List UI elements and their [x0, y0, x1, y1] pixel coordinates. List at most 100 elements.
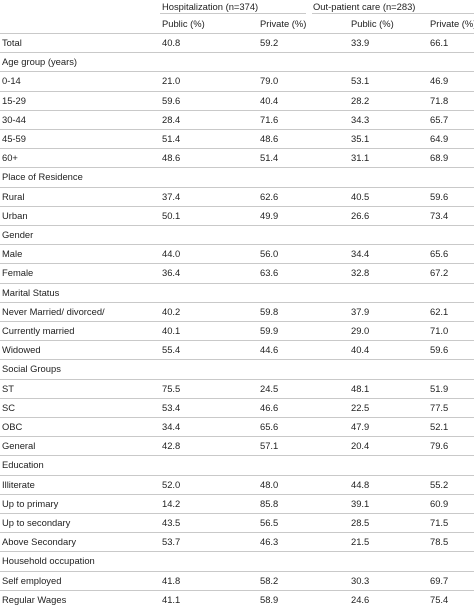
header-public-opd: Public (%): [351, 18, 394, 29]
public-hosp-value: 42.8: [162, 440, 181, 452]
public-hosp-value: 14.2: [162, 497, 181, 509]
table-row: Never Married/ divorced/40.2 59.8 37.9 62.1: [0, 301, 474, 321]
private-hosp-value: 58.2: [260, 574, 279, 586]
public-opd-value: 37.9: [351, 305, 370, 317]
header-hospitalization: Hospitalization (n=374): [162, 1, 259, 12]
row-label: Up to secondary: [2, 517, 71, 528]
private-hosp-value: 46.6: [260, 401, 279, 413]
row-label: Never Married/ divorced/: [2, 305, 105, 317]
public-opd-value: 26.6: [351, 209, 370, 221]
table-row: Currently married 40.1 59.9 29.0 71.0: [0, 321, 474, 340]
private-hosp-value: 46.3: [260, 536, 279, 548]
table-row: General 42.8 57.1 20.4 79.6: [0, 436, 474, 455]
row-label: SC: [2, 401, 16, 413]
private-hosp-value: 40.4: [260, 94, 279, 106]
public-hosp-value: 21.0: [162, 75, 181, 87]
section-row: Education: [0, 455, 474, 474]
public-opd-value: 28.5: [351, 517, 370, 528]
public-hosp-value: 40.8: [162, 37, 181, 48]
public-hosp-value: 40.2: [162, 305, 181, 317]
header-group-row: Hospitalization (n=374) Out-patient care…: [0, 0, 474, 14]
public-hosp-value: 48.6: [162, 152, 181, 164]
section-label: Education: [2, 459, 44, 471]
public-hosp-value: 34.4: [162, 421, 181, 432]
public-opd-value: 31.1: [351, 152, 370, 164]
row-label: ST: [2, 382, 14, 394]
private-opd-value: 59.6: [430, 344, 449, 356]
public-opd-value: 48.1: [351, 382, 370, 394]
public-hosp-value: 41.8: [162, 574, 181, 586]
private-opd-value: 71.5: [430, 517, 449, 528]
section-row: Marital Status: [0, 282, 474, 302]
public-hosp-value: 53.4: [162, 401, 181, 413]
table-row: Total 40.8 59.2 33.9 66.1: [0, 33, 474, 52]
table-row: SC 53.4 46.6 22.5 77.5: [0, 397, 474, 417]
table-row: Widowed 55.4 44.6 40.4 59.6: [0, 340, 474, 359]
row-label: Above Secondary: [2, 536, 77, 548]
row-label: 45-59: [2, 133, 26, 144]
public-hosp-value: 36.4: [162, 267, 181, 279]
private-opd-value: 55.2: [430, 478, 449, 490]
private-opd-value: 71.8: [430, 94, 449, 106]
private-opd-value: 46.9: [430, 75, 449, 87]
table-row: 0-14 21.0 79.0 53.1 46.9: [0, 71, 474, 90]
public-opd-value: 53.1: [351, 75, 370, 87]
section-label: Household occupation: [2, 555, 95, 567]
private-hosp-value: 79.0: [260, 75, 279, 87]
private-hosp-value: 24.5: [260, 382, 279, 394]
public-opd-value: 24.6: [351, 593, 370, 605]
row-label: Up to primary: [2, 497, 59, 509]
table-row: Female 36.4 63.6 32.8 67.2: [0, 263, 474, 282]
row-label: Illiterate: [2, 478, 35, 490]
private-hosp-value: 57.1: [260, 440, 279, 452]
private-hosp-value: 49.9: [260, 209, 279, 221]
row-label: 60+: [2, 152, 18, 164]
public-opd-value: 20.4: [351, 440, 370, 452]
table-row: Above Secondary 53.7 46.3 21.5 78.5: [0, 532, 474, 551]
row-label: Self employed: [2, 574, 62, 586]
public-opd-value: 21.5: [351, 536, 370, 548]
private-opd-value: 75.4: [430, 593, 449, 605]
table-row: OBC 34.4 65.6 47.9 52.1: [0, 417, 474, 436]
table-row: Regular Wages 41.1 58.9 24.6 75.4: [0, 589, 474, 609]
public-opd-value: 33.9: [351, 37, 370, 48]
private-hosp-value: 65.6: [260, 421, 279, 432]
private-opd-value: 62.1: [430, 305, 449, 317]
row-label: Urban: [2, 209, 28, 221]
public-opd-value: 44.8: [351, 478, 370, 490]
public-hosp-value: 44.0: [162, 248, 181, 260]
table-row: 45-59 51.4 48.6 35.1 64.9: [0, 129, 474, 148]
private-opd-value: 65.6: [430, 248, 449, 260]
header-outpatient: Out-patient care (n=283): [313, 1, 416, 12]
row-label: Rural: [2, 190, 25, 202]
table-row: ST 75.5 24.5 48.1 51.9: [0, 378, 474, 398]
row-label: Total: [2, 37, 22, 48]
private-opd-value: 66.1: [430, 37, 449, 48]
public-hosp-value: 55.4: [162, 344, 181, 356]
section-row: Gender: [0, 225, 474, 244]
table-row: Urban 50.1 49.9 26.6 73.4: [0, 205, 474, 225]
row-label: OBC: [2, 421, 23, 432]
private-opd-value: 64.9: [430, 133, 449, 144]
public-opd-value: 34.4: [351, 248, 370, 260]
private-opd-value: 77.5: [430, 401, 449, 413]
public-opd-value: 32.8: [351, 267, 370, 279]
public-hosp-value: 28.4: [162, 113, 181, 125]
public-opd-value: 35.1: [351, 133, 370, 144]
row-label: Currently married: [2, 325, 75, 336]
public-opd-value: 40.5: [351, 190, 370, 202]
header-private-hosp: Private (%): [260, 18, 307, 29]
row-label: Widowed: [2, 344, 41, 356]
private-hosp-value: 58.9: [260, 593, 279, 605]
table-row: 60+ 48.6 51.4 31.1 68.9: [0, 148, 474, 167]
section-label: Place of Residence: [2, 171, 83, 183]
private-opd-value: 73.4: [430, 209, 449, 221]
section-row: Social Groups: [0, 359, 474, 378]
public-hosp-value: 59.6: [162, 94, 181, 106]
row-label: Male: [2, 248, 23, 260]
section-row: Household occupation: [0, 551, 474, 570]
private-hosp-value: 71.6: [260, 113, 279, 125]
private-opd-value: 78.5: [430, 536, 449, 548]
private-opd-value: 71.0: [430, 325, 449, 336]
